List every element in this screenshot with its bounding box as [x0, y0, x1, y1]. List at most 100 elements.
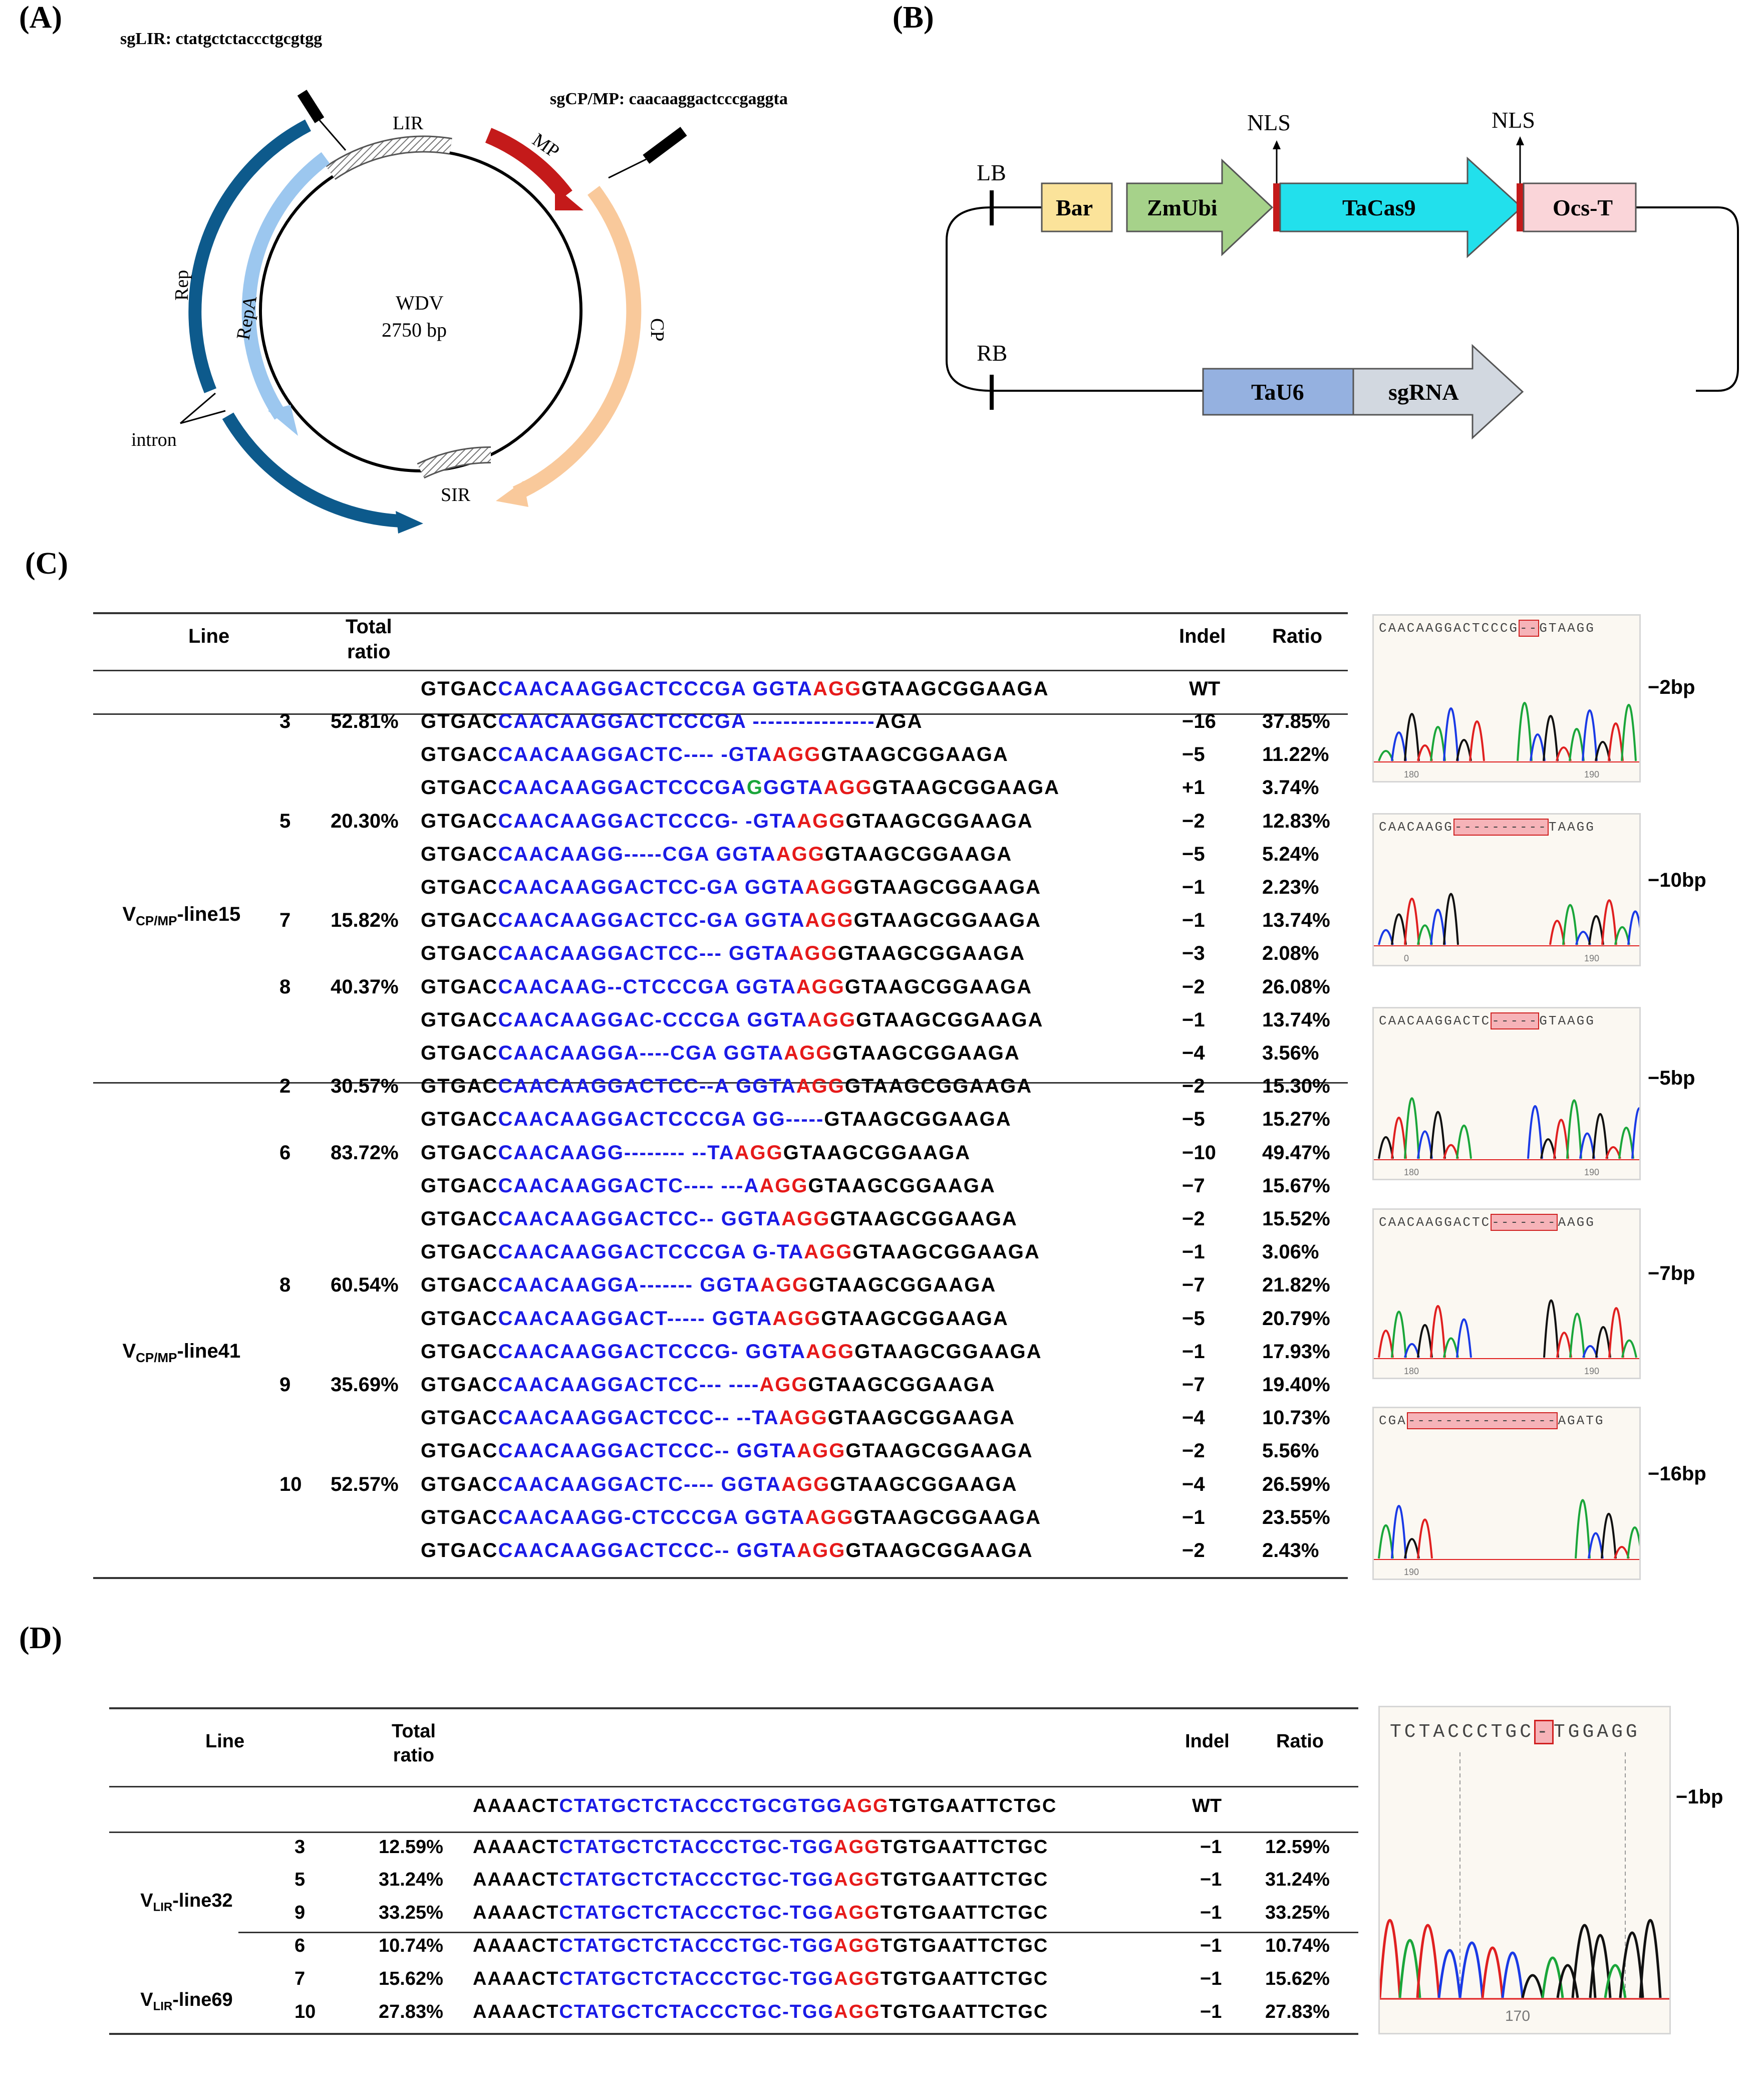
row-line-number: 8	[279, 1274, 291, 1296]
tau6-label: TaU6	[1251, 379, 1304, 405]
seq-segment: AGG	[805, 876, 854, 898]
seq-segment: AGG	[759, 1374, 808, 1396]
seq-segment: GTAAGCGGAAGA	[830, 1208, 1018, 1230]
seq-segment: AGG	[805, 909, 854, 932]
row-sequence: GTGACCAACAAGGACTCCCGAGGGTAAGGGTAAGCGGAAG…	[421, 776, 1060, 799]
table-d-wt-sequence: AAAACTCTATGCTCTACCCTGCGTGGAGGTGTGAATTCTG…	[473, 1795, 1057, 1817]
trace-tick: 0	[1404, 953, 1409, 963]
seq-segment: AGG	[772, 1307, 821, 1330]
row-indel: −1	[1182, 876, 1205, 898]
trace-seq-part: GTAAGG	[1539, 621, 1595, 636]
table-d-header-rule	[109, 1786, 1358, 1787]
sgrna-arrow	[1352, 344, 1524, 440]
row-indel: −1	[1182, 1008, 1205, 1031]
row-indel: −10	[1182, 1141, 1216, 1164]
trace-seq-part: AAGG	[1558, 1215, 1595, 1230]
row-indel: −4	[1182, 1473, 1205, 1495]
seq-segment: CTATGCTCTACCCTGC-TGG	[559, 1837, 834, 1858]
seq-segment: GTAAGCGGAAGA	[821, 743, 1009, 766]
trace-seq-part: CAACAAGGACTC	[1379, 1215, 1491, 1230]
row-ratio: 12.59%	[1265, 1837, 1330, 1858]
table-d-header-line: Line	[205, 1731, 245, 1752]
intron-line-2	[180, 410, 226, 424]
seq-segment: CTATGCTCTACCCTGC-TGG	[559, 1902, 834, 1923]
row-ratio: 12.83%	[1262, 810, 1330, 832]
seq-segment: CAACAAGGACTCCC-- --TA	[498, 1407, 779, 1429]
sgcpmp-label: sgCP/MP: caacaaggactcccgaggta	[550, 90, 788, 108]
row-sequence: GTGACCAACAAGGACTC---- ---AAGGGTAAGCGGAAG…	[421, 1175, 996, 1197]
row-ratio: 10.74%	[1265, 1935, 1330, 1956]
trace-sequence: CAACAAGG----------TAAGG	[1379, 819, 1595, 836]
row-ratio: 10.73%	[1262, 1407, 1330, 1429]
row-ratio: 3.56%	[1262, 1042, 1319, 1064]
trace-seq-part: TAAGG	[1548, 820, 1595, 835]
row-line-number: 6	[295, 1935, 306, 1956]
seq-segment: AAAACT	[473, 1935, 559, 1956]
row-sequence: GTGACCAACAAGG-CTCCCGA GGTAAGGGTAAGCGGAAG…	[421, 1506, 1041, 1529]
seq-segment: CAACAAGG-----CGA GGTA	[498, 843, 776, 865]
seq-segment: GTAAGCGGAAGA	[783, 1141, 971, 1164]
seq-segment: G	[746, 776, 763, 799]
seq-segment: GTGAC	[421, 1042, 498, 1064]
table-c-wt-sequence: GTGACCAACAAGGACTCCCGA GGTAAGGGTAAGCGGAAG…	[421, 678, 1049, 700]
row-ratio: 37.85%	[1262, 710, 1330, 732]
row-line-number: 2	[279, 1075, 291, 1098]
bar-box	[1041, 182, 1113, 232]
seq-segment: GTGAC	[421, 1108, 498, 1131]
seq-segment: CAACAAGGACTC---- -GTA	[498, 743, 773, 766]
row-indel: −1	[1200, 1935, 1222, 1956]
seq-segment: AAAACT	[473, 1968, 559, 1989]
row-total-ratio: 30.57%	[331, 1075, 399, 1098]
trace-tick: 190	[1584, 953, 1600, 963]
seq-segment: CTATGCTCTACCCTGCGTGG	[559, 1795, 843, 1816]
row-ratio: 49.47%	[1262, 1141, 1330, 1164]
row-indel: −2	[1182, 975, 1205, 998]
row-total-ratio: 27.83%	[379, 2001, 443, 2022]
seq-segment: AAAACT	[473, 1902, 559, 1923]
seq-segment: GTGAC	[421, 1506, 498, 1528]
cp-label: CP	[647, 318, 668, 341]
row-line-number: 7	[295, 1968, 306, 1989]
seq-segment: CAACAAGGACTCC-GA GGTA	[498, 909, 805, 932]
seq-segment: CAACAAGGACTCCC-- GGTA	[498, 1539, 797, 1561]
sir-label: SIR	[441, 484, 471, 505]
seq-segment: TGTGAATTCTGC	[880, 1869, 1049, 1890]
chromatogram-trace: CAACAAGGACTCCCG--GTAAGG 180 190	[1372, 614, 1641, 783]
row-total-ratio: 31.24%	[379, 1869, 443, 1890]
seq-segment: CAACAAGGACTCCC-- GGTA	[498, 1440, 797, 1462]
row-indel: −1	[1182, 1506, 1205, 1528]
row-total-ratio: 40.37%	[331, 975, 399, 998]
seq-segment: CAACAAGGACTCCCG- -GTA	[498, 810, 797, 832]
seq-segment: CAACAAGGACTCCCGA G-TA	[498, 1241, 804, 1263]
seq-segment: CAACAAGGA------- GGTA	[498, 1274, 760, 1296]
seq-segment: AGG	[772, 743, 821, 766]
seq-segment: AGG	[781, 1208, 830, 1230]
row-sequence: GTGACCAACAAGGACTCC-GA GGTAAGGGTAAGCGGAAG…	[421, 909, 1041, 932]
row-ratio: 33.25%	[1265, 1902, 1330, 1923]
row-indel: −2	[1182, 1539, 1205, 1561]
seq-segment: CTATGCTCTACCCTGC-TGG	[559, 1968, 834, 1989]
seq-segment: CAACAAGGACTCCCGA GG-----	[498, 1108, 824, 1131]
seq-segment: CAACAAGGA----CGA GGTA	[498, 1042, 784, 1064]
sgcpmp-marker-line	[608, 158, 647, 179]
row-total-ratio: 20.30%	[331, 810, 399, 832]
table-c-header-rule	[93, 670, 1348, 671]
trace-seq-part: --	[1519, 620, 1540, 637]
row-ratio: 2.08%	[1262, 942, 1319, 965]
trace-d-sequence: TCTACCCTGC - TGGAGG	[1390, 1720, 1640, 1744]
intron-line-1	[180, 392, 216, 424]
seq-segment: CTATGCTCTACCCTGC-TGG	[559, 2001, 834, 2022]
row-sequence: GTGACCAACAAG--CTCCCGA GGTAAGGGTAAGCGGAAG…	[421, 976, 1032, 998]
sgrna-label: sgRNA	[1388, 379, 1459, 405]
seq-segment: GTGAC	[421, 909, 498, 932]
seq-segment: GTGAC	[421, 876, 498, 898]
seq-segment: GTGAC	[421, 1440, 498, 1462]
trace-peaks	[1374, 1499, 1639, 1560]
row-line-number: 6	[279, 1141, 291, 1164]
row-total-ratio: 83.72%	[331, 1141, 399, 1164]
seq-segment: AGG	[823, 776, 872, 799]
row-sequence: GTGACCAACAAGGAC-CCCGA GGTAAGGGTAAGCGGAAG…	[421, 1009, 1043, 1031]
seq-segment: GGTA	[763, 776, 824, 799]
seq-segment: AAAACT	[473, 1795, 559, 1816]
row-indel: −5	[1182, 743, 1205, 766]
